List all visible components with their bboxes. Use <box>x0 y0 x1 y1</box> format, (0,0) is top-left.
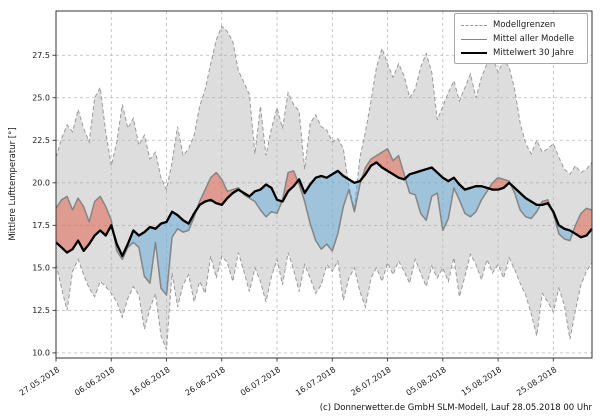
legend-item-modellgrenzen: Modellgrenzen <box>461 18 581 32</box>
warmer-than-normal-fill <box>488 177 511 190</box>
warmer-than-normal-fill <box>572 208 592 238</box>
x-tick-label: 16.06.2018 <box>128 365 171 397</box>
legend: Modellgrenzen Mittel aller Modelle Mitte… <box>454 13 588 64</box>
colder-than-normal-fill <box>297 170 362 251</box>
y-axis-label: Mittlere Lufttemperatur [°] <box>8 127 18 241</box>
colder-than-normal-fill <box>241 184 282 217</box>
y-tick-label: 17.5 <box>32 221 50 230</box>
copyright-caption: (c) Donnerwetter.de GmbH SLM-Modell, Lau… <box>319 403 592 413</box>
gray-line-icon <box>461 38 487 40</box>
plot-border <box>55 10 593 359</box>
legend-item-mittelwert-30-jahre: Mittelwert 30 Jahre <box>461 46 581 60</box>
mean-30-years-line <box>55 161 593 258</box>
warmer-than-normal-fill <box>540 199 552 209</box>
y-tick-label: 25.0 <box>32 94 50 103</box>
x-tick-label: 06.07.2018 <box>239 365 282 397</box>
legend-item-mittel-aller-modelle: Mittel aller Modelle <box>461 32 581 46</box>
legend-label: Mittel aller Modelle <box>493 34 575 44</box>
x-tick-label: 26.06.2018 <box>184 365 227 397</box>
x-tick-label: 27.05.2018 <box>18 365 61 397</box>
warmer-than-normal-fill <box>361 148 406 180</box>
dashed-line-icon <box>461 24 487 26</box>
model-mean-line <box>55 148 593 296</box>
colder-than-normal-fill <box>551 208 573 241</box>
x-tick-label: 06.06.2018 <box>73 365 116 397</box>
x-tick-label: 05.08.2018 <box>405 365 448 397</box>
y-tick-label: 12.5 <box>32 306 50 315</box>
y-tick-label: 27.5 <box>32 51 50 60</box>
y-tick-label: 10.0 <box>32 349 50 358</box>
x-tick-label: 15.08.2018 <box>460 365 503 397</box>
x-tick-label: 26.07.2018 <box>349 365 392 397</box>
y-tick-label: 15.0 <box>32 264 50 273</box>
black-line-icon <box>461 52 487 54</box>
x-tick-label: 25.08.2018 <box>515 365 558 397</box>
x-tick-label: 16.07.2018 <box>294 365 337 397</box>
legend-label: Modellgrenzen <box>493 20 556 30</box>
colder-than-normal-fill <box>510 184 541 219</box>
legend-label: Mittelwert 30 Jahre <box>493 48 574 58</box>
warmer-than-normal-fill <box>56 196 114 253</box>
y-tick-label: 22.5 <box>32 136 50 145</box>
model-range-lower-edge <box>55 252 593 350</box>
y-tick-label: 20.0 <box>32 179 50 188</box>
